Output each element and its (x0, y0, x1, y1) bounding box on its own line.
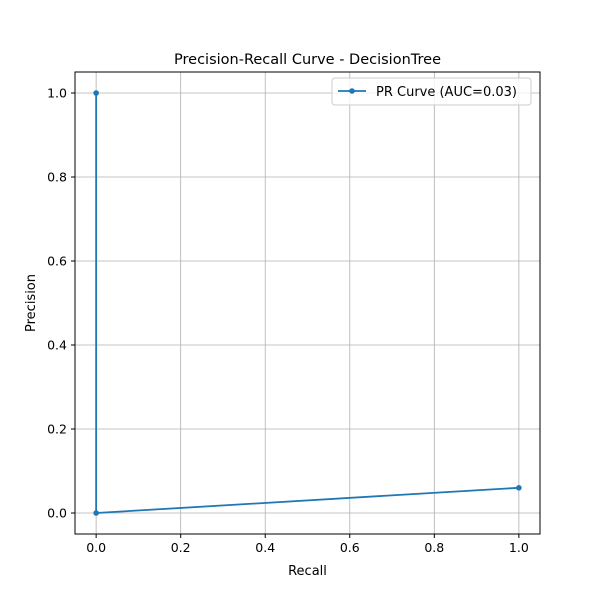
series-layer (93, 90, 522, 516)
x-tick-label-2: 0.4 (255, 540, 275, 555)
data-point-0-2 (516, 485, 522, 491)
x-tick-label-5: 1.0 (509, 540, 529, 555)
legend: PR Curve (AUC=0.03) (331, 77, 532, 106)
plot-area (75, 72, 540, 534)
ticks: 0.0 0.2 0.4 0.6 0.8 1.0 0.0 0.2 0.4 0.6 0.8 1.0 (47, 86, 529, 556)
x-tick-label-0: 0.0 (86, 540, 106, 555)
y-tick-label-5: 1.0 (47, 86, 67, 101)
x-tick-label-1: 0.2 (171, 540, 191, 555)
plot-frame (74, 71, 541, 535)
legend-box (331, 77, 532, 106)
x-tick-label-3: 0.6 (340, 540, 360, 555)
grid (75, 72, 540, 534)
chart-title: Precision-Recall Curve - DecisionTree (174, 52, 441, 68)
y-axis-label: Precision (24, 274, 39, 332)
legend-marker-sample (349, 88, 355, 94)
x-tick-label-4: 0.8 (424, 540, 444, 555)
x-axis-label: Recall (288, 564, 327, 579)
y-tick-label-2: 0.4 (47, 338, 67, 353)
legend-entry-label: PR Curve (AUC=0.03) (376, 85, 517, 100)
y-tick-label-1: 0.2 (47, 422, 67, 437)
data-point-0-0 (93, 90, 99, 96)
y-tick-label-3: 0.6 (47, 254, 67, 269)
data-point-0-1 (93, 510, 99, 516)
y-tick-label-4: 0.8 (47, 170, 67, 185)
y-tick-label-0: 0.0 (47, 506, 67, 521)
